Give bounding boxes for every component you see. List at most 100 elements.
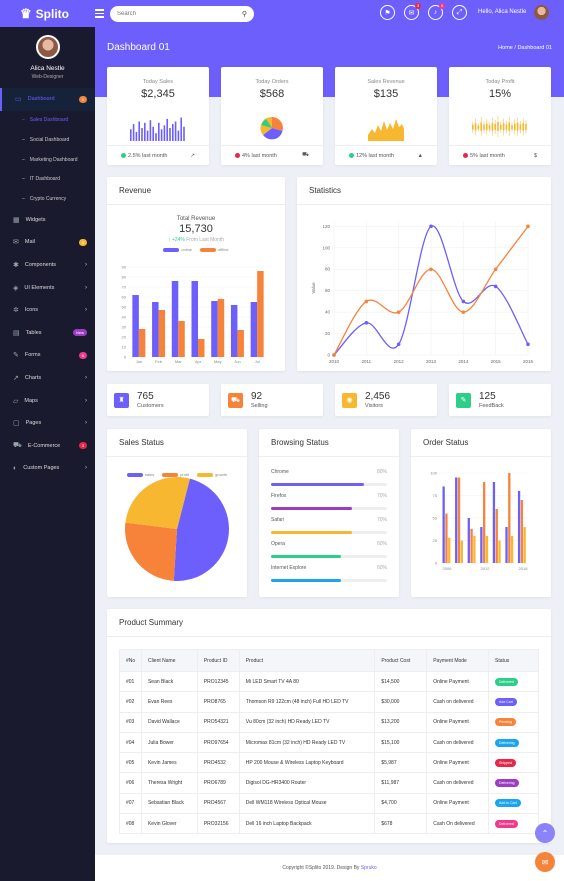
status-badge[interactable]: Delivering bbox=[495, 779, 519, 788]
browser-safari: Safari 70% bbox=[271, 512, 387, 536]
chevron-right-icon: › bbox=[85, 397, 87, 404]
breadcrumb-home[interactable]: Home bbox=[498, 45, 513, 51]
bar-online bbox=[211, 301, 218, 357]
mail-icon[interactable]: ✉ 3 bbox=[404, 3, 421, 20]
cart-icon: ⛟ bbox=[302, 152, 309, 158]
spark-candle bbox=[511, 125, 513, 130]
table-cell: Micromax 81cm (32 inch) HD Ready LED TV bbox=[238, 732, 376, 754]
status-cell: Shipped bbox=[488, 752, 539, 774]
sales-status-card: Sales Status sales profit growth bbox=[107, 429, 247, 597]
dollar-icon: $ bbox=[533, 152, 537, 159]
user-greeting[interactable]: Hello, Alica Nestle bbox=[478, 9, 527, 15]
bar-online bbox=[171, 281, 179, 357]
y-tick-label: 0 bbox=[327, 353, 330, 358]
table-header-cell: Status bbox=[488, 649, 539, 672]
bar-offline bbox=[237, 330, 244, 357]
spark-bar bbox=[132, 124, 135, 141]
avatar[interactable] bbox=[35, 35, 60, 59]
x-tick-label: 2012 bbox=[481, 566, 491, 571]
sidebar-item-dashboard[interactable]: ▭ Dashboard 6 bbox=[0, 88, 95, 111]
table-row: #04 Julia Bower PRO97654 Micromax 81cm (32 … bbox=[119, 732, 539, 754]
sidebar-item-mail[interactable]: ✉ Mail 3 bbox=[0, 231, 95, 254]
status-badge[interactable]: Delivering bbox=[495, 738, 519, 747]
stat-label: Today Orders bbox=[255, 79, 289, 85]
menu-toggle-icon[interactable] bbox=[95, 9, 104, 18]
status-badge[interactable]: Delivered bbox=[495, 677, 518, 686]
bar bbox=[520, 500, 524, 563]
sidebar-item-maps[interactable]: ▱ Maps › bbox=[13, 397, 87, 405]
bar-offline bbox=[257, 271, 264, 357]
x-tick-label: Jun bbox=[234, 359, 240, 364]
bar-online bbox=[191, 281, 198, 357]
x-tick-label: May bbox=[214, 359, 222, 364]
fullscreen-icon[interactable]: ⤢ bbox=[452, 5, 467, 20]
data-point bbox=[461, 299, 466, 304]
sidebar-sub-it-dashboard[interactable]: – IT Dashboard bbox=[22, 176, 60, 183]
progress-fill bbox=[271, 507, 353, 510]
table-header: #No Client Name Product ID Product Product C… bbox=[119, 649, 539, 672]
badge: 6 bbox=[78, 95, 87, 103]
chat-button[interactable]: ✉ bbox=[535, 852, 555, 872]
y-tick-label: 20 bbox=[122, 335, 127, 340]
sidebar-sub-social-dashboard[interactable]: – Social Dashboard bbox=[22, 136, 70, 143]
status-badge[interactable]: Pending bbox=[495, 718, 516, 727]
table-header-cell: Product ID bbox=[196, 649, 240, 672]
stat-card-orders: Today Orders $568 4% last month ⛟ bbox=[221, 67, 323, 165]
spark-bar bbox=[144, 122, 146, 141]
avatar[interactable] bbox=[534, 5, 549, 20]
status-badge[interactable]: Add Cart bbox=[495, 697, 517, 706]
sidebar-sub-sales-dashboard[interactable]: – Sales Dashboard bbox=[22, 117, 69, 124]
sidebar-item-pages[interactable]: ▢ Pages › bbox=[13, 420, 87, 428]
footer-link[interactable]: Spruko bbox=[360, 865, 377, 871]
table-header-cell: Product bbox=[238, 649, 376, 672]
browser-opera: Opera 60% bbox=[271, 536, 387, 560]
chevron-right-icon: › bbox=[85, 307, 87, 314]
table-cell: PRO54321 bbox=[196, 712, 240, 733]
y-tick-label: 0 bbox=[124, 355, 127, 360]
table-cell: #05 bbox=[119, 752, 142, 774]
sidebar-sub-crypto-currency[interactable]: – Crypto Currency bbox=[22, 195, 67, 202]
mini-area bbox=[368, 119, 404, 141]
crown-icon: ♛ bbox=[20, 5, 32, 21]
bar bbox=[517, 491, 521, 563]
sidebar-item-components[interactable]: ✱ Components › bbox=[13, 262, 87, 270]
monitor-icon: ▭ bbox=[15, 96, 22, 104]
mail-icon: ✉ bbox=[13, 239, 19, 247]
search-input[interactable] bbox=[117, 10, 227, 17]
stat-value: 15% bbox=[488, 88, 512, 100]
table-cell: HP 200 Mouse & Wireless Laptop Keyboard bbox=[238, 752, 376, 774]
sidebar-sub-marketing-dashboard[interactable]: – Marketing Dashboard bbox=[22, 156, 78, 163]
spark-bar bbox=[177, 130, 180, 141]
x-tick-label: 2006 bbox=[443, 566, 453, 571]
cart-icon: ⛟ bbox=[228, 392, 243, 408]
table-cell: $15,100 bbox=[374, 732, 428, 754]
search-box: ⚲ bbox=[110, 5, 254, 22]
sidebar-item-ecommerce[interactable]: ⛟ E-Commerce 3 bbox=[0, 435, 95, 458]
sidebar-item-icons[interactable]: ✲ Icons › bbox=[13, 307, 87, 315]
status-badge[interactable]: Delivered bbox=[495, 819, 518, 828]
sidebar-item-charts[interactable]: ↗ Charts › bbox=[13, 375, 87, 383]
sidebar-item-ui-elements[interactable]: ◈ UI Elements › bbox=[13, 284, 87, 292]
sidebar-item-tables[interactable]: ▤ Tables New bbox=[0, 322, 95, 345]
status-cell: Add to Cart bbox=[488, 793, 539, 815]
table-cell: Cash on delivered bbox=[426, 691, 490, 713]
status-badge[interactable]: Add to Cart bbox=[495, 799, 521, 808]
card-title: Browsing Status bbox=[259, 429, 399, 457]
data-point bbox=[429, 224, 433, 229]
scroll-top-button[interactable]: ⌃ bbox=[535, 823, 555, 843]
spark-candle bbox=[474, 123, 477, 131]
bell-icon[interactable]: ♪ 5 bbox=[428, 3, 445, 20]
chart-icon: ↗ bbox=[190, 152, 195, 159]
search-icon[interactable]: ⚲ bbox=[241, 10, 247, 18]
sidebar-item-widgets[interactable]: ▦ Widgets bbox=[13, 216, 46, 224]
sidebar-item-custom-pages[interactable]: ◐ Custom Pages › bbox=[13, 464, 87, 472]
status-badge[interactable]: Shipped bbox=[495, 758, 516, 767]
flag-icon[interactable]: ⚑ bbox=[380, 5, 395, 20]
info-visitors: ◉ 2,456 Visitors bbox=[335, 384, 437, 416]
table-cell: PRO4567 bbox=[196, 793, 240, 815]
spark-bar bbox=[155, 133, 157, 141]
y-tick-label: 60 bbox=[122, 295, 127, 300]
brand-logo[interactable]: ♛ Splito bbox=[20, 5, 69, 21]
sidebar-item-forms[interactable]: ✎ Forms 8 bbox=[0, 344, 95, 367]
spark-bar bbox=[174, 121, 177, 141]
